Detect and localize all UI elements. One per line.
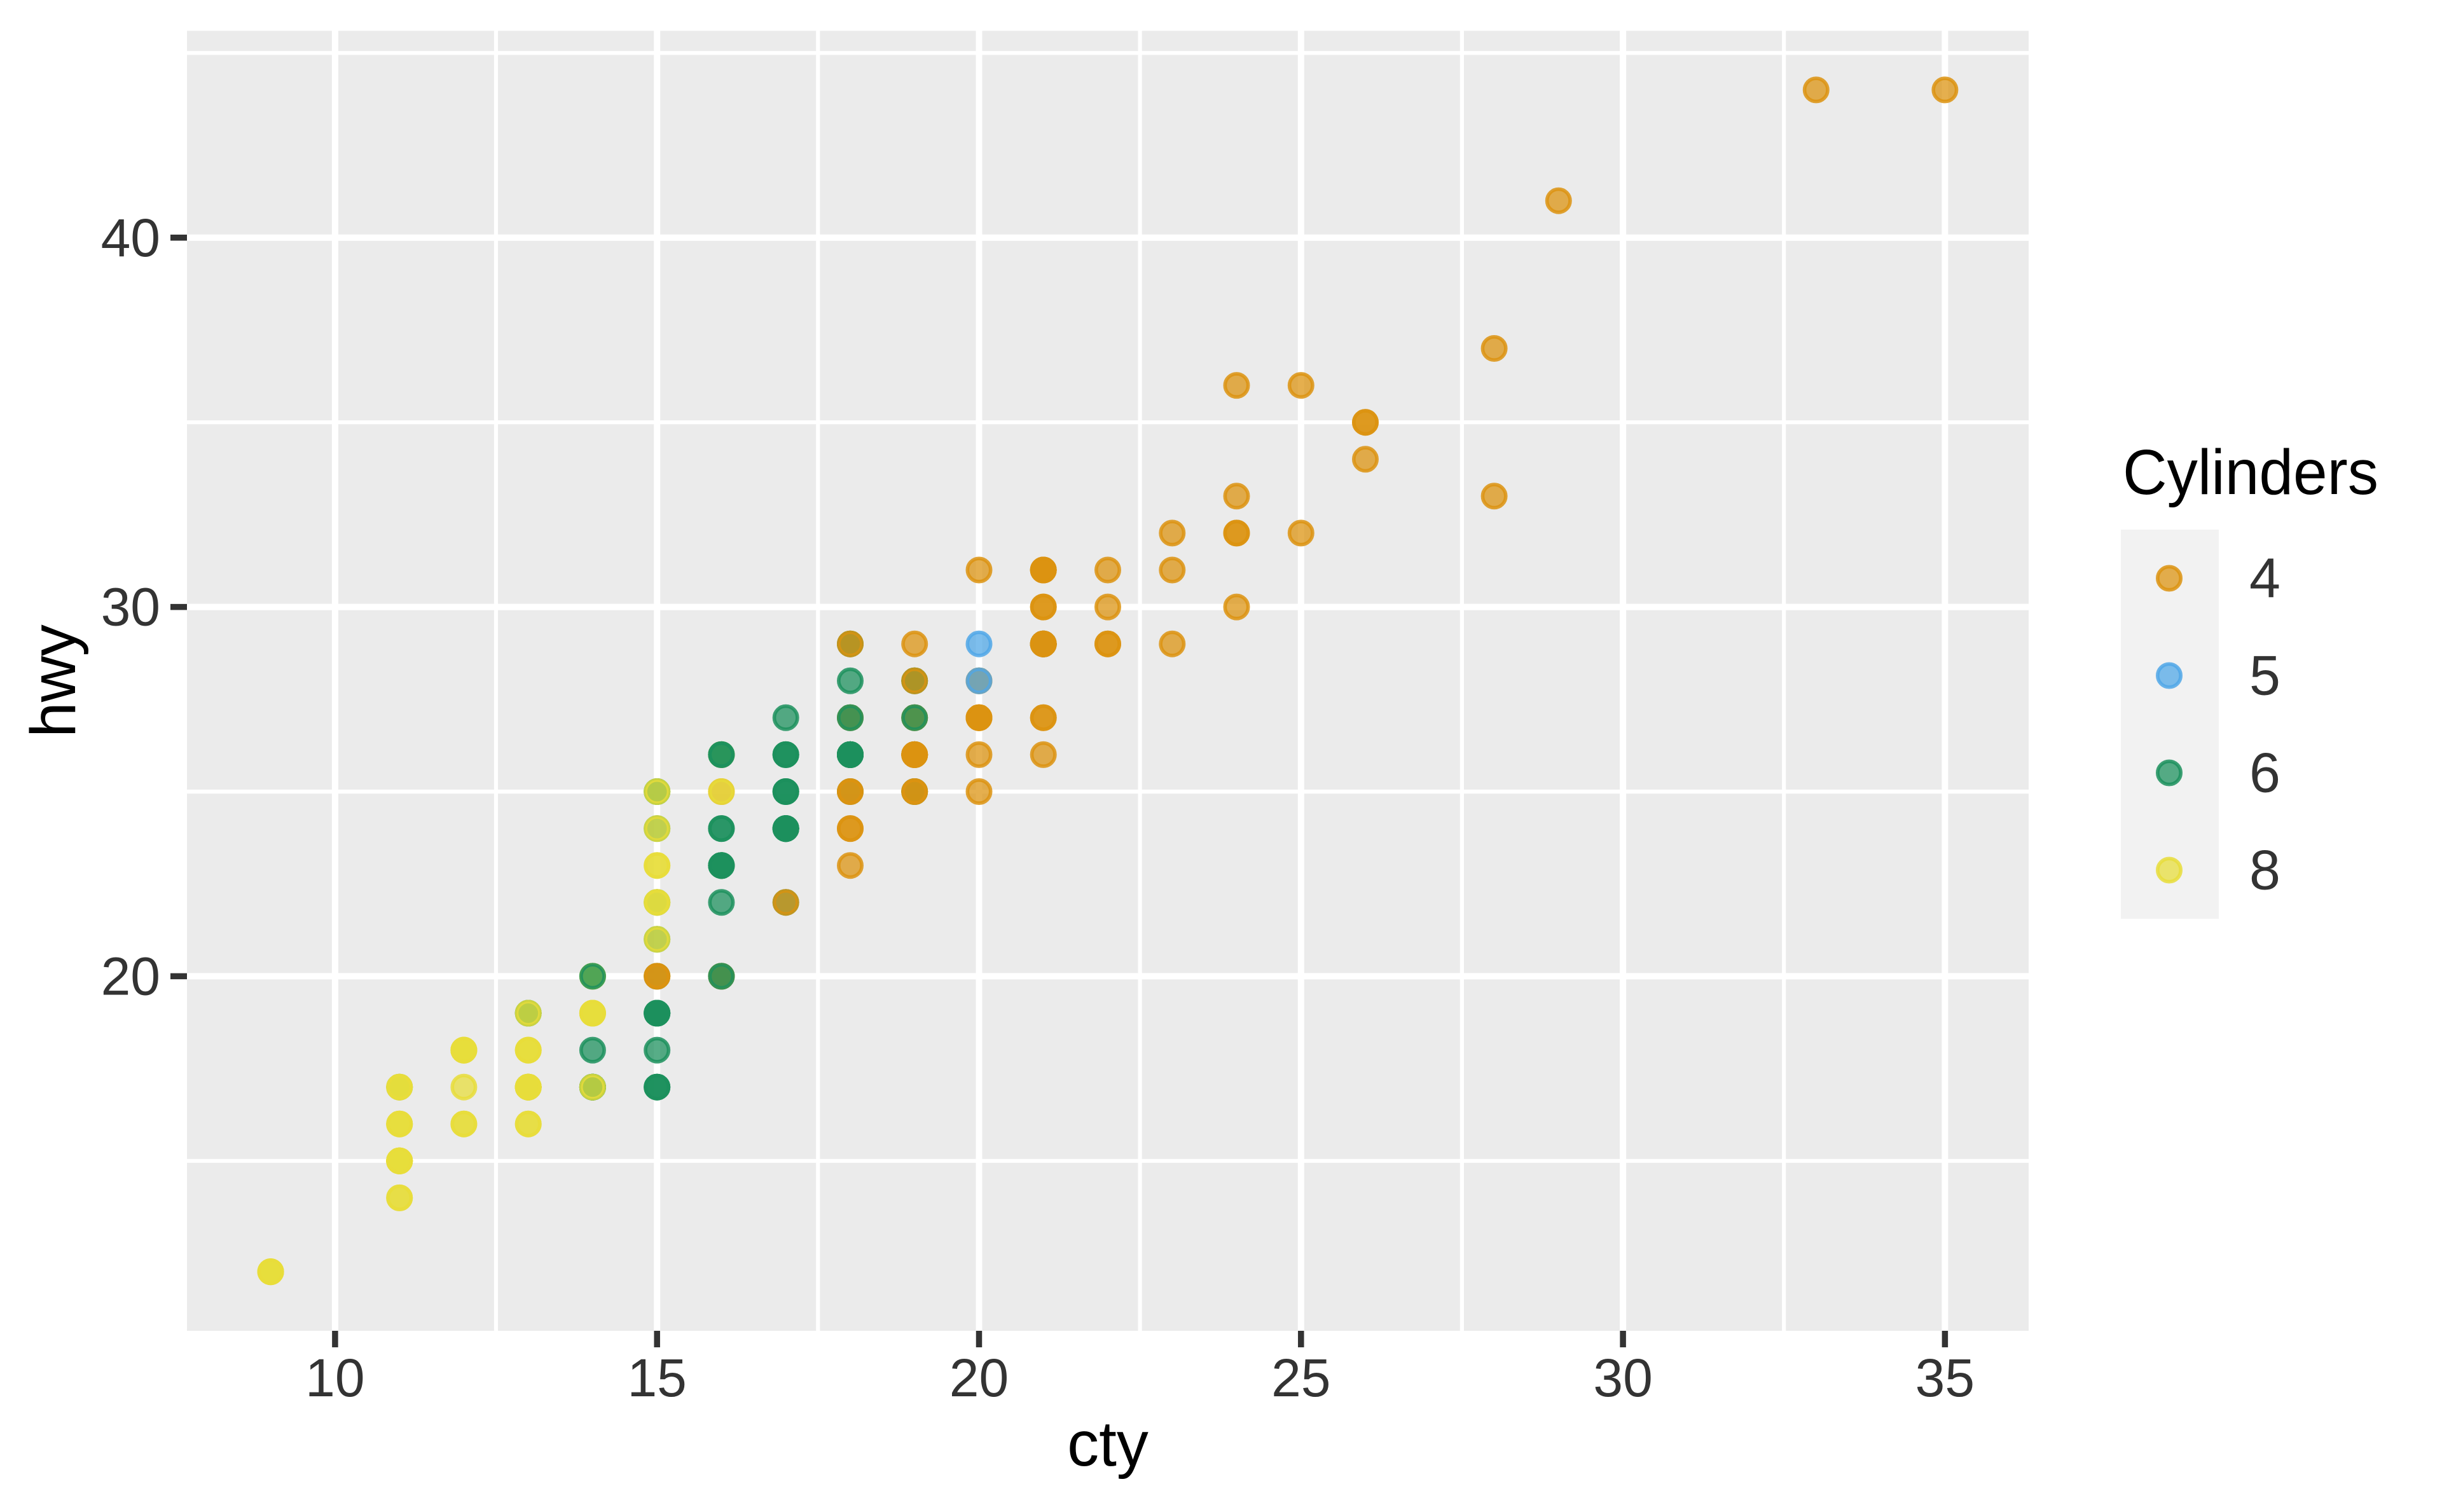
svg-text:15: 15 (627, 1348, 686, 1408)
svg-text:35: 35 (1915, 1348, 1975, 1408)
svg-text:30: 30 (101, 577, 160, 637)
svg-text:4: 4 (2249, 547, 2280, 610)
svg-text:20: 20 (949, 1348, 1009, 1408)
svg-text:25: 25 (1271, 1348, 1330, 1408)
svg-text:hwy: hwy (18, 624, 89, 738)
svg-text:40: 40 (101, 208, 160, 268)
svg-text:cty: cty (1067, 1408, 1149, 1480)
svg-text:8: 8 (2249, 839, 2280, 902)
svg-text:10: 10 (305, 1348, 364, 1408)
svg-text:Cylinders: Cylinders (2123, 437, 2378, 508)
svg-text:20: 20 (101, 946, 160, 1006)
svg-text:6: 6 (2249, 741, 2280, 804)
svg-text:5: 5 (2249, 644, 2280, 707)
svg-text:30: 30 (1593, 1348, 1652, 1408)
